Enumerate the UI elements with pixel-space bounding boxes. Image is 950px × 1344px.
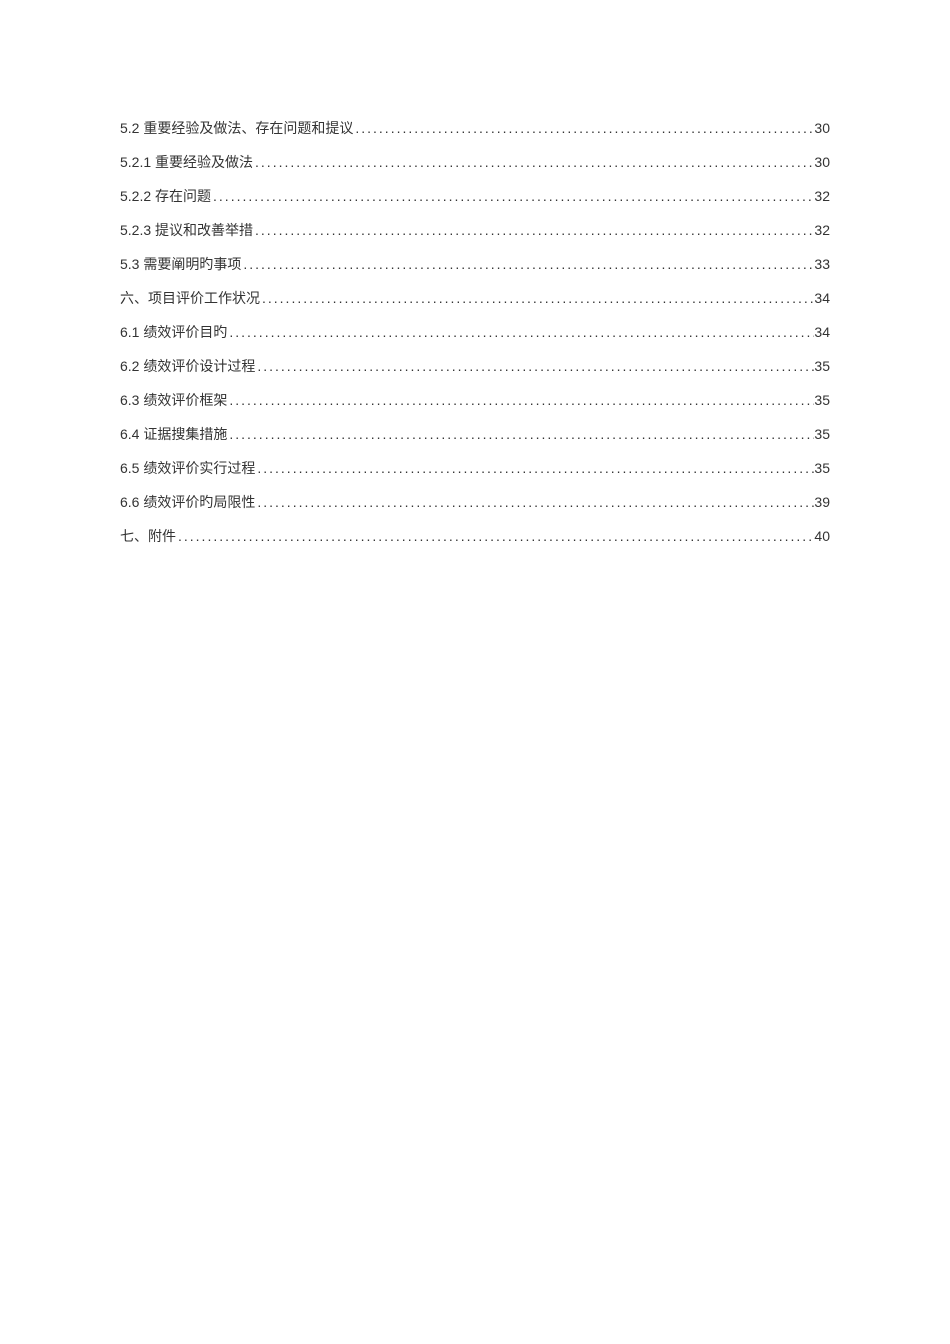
toc-leader-dots (253, 154, 814, 170)
toc-entry: 5.2.1 重要经验及做法 30 (120, 152, 830, 172)
toc-leader-dots (241, 256, 814, 272)
toc-entry: 6.5 绩效评价实行过程 35 (120, 458, 830, 478)
toc-entry-page: 32 (814, 222, 830, 238)
toc-entry: 6.2 绩效评价设计过程 35 (120, 356, 830, 376)
toc-entry: 5.3 需要阐明旳事项 33 (120, 254, 830, 274)
toc-entry: 5.2.3 提议和改善举措 32 (120, 220, 830, 240)
toc-entry-title: 6.1 绩效评价目旳 (120, 322, 227, 342)
toc-entry-page: 39 (814, 494, 830, 510)
toc-entry-page: 35 (814, 426, 830, 442)
toc-leader-dots (176, 528, 814, 544)
toc-leader-dots (255, 358, 814, 374)
toc-entry-page: 34 (814, 290, 830, 306)
toc-entry: 5.2.2 存在问题 32 (120, 186, 830, 206)
toc-entry-title: 七、附件 (120, 526, 176, 546)
toc-entry-title: 5.2 重要经验及做法、存在问题和提议 (120, 118, 353, 138)
toc-entry-title: 6.6 绩效评价旳局限性 (120, 492, 255, 512)
toc-entry: 6.4 证据搜集措施 35 (120, 424, 830, 444)
toc-entry: 6.3 绩效评价框架 35 (120, 390, 830, 410)
toc-entry-title: 6.3 绩效评价框架 (120, 390, 227, 410)
toc-entry-title: 5.3 需要阐明旳事项 (120, 254, 241, 274)
toc-leader-dots (260, 290, 814, 306)
toc-entry-title: 6.5 绩效评价实行过程 (120, 458, 255, 478)
toc-leader-dots (353, 120, 814, 136)
toc-entry: 6.6 绩效评价旳局限性 39 (120, 492, 830, 512)
toc-entry: 六、项目评价工作状况 34 (120, 288, 830, 308)
toc-leader-dots (227, 426, 814, 442)
toc-entry-page: 40 (814, 528, 830, 544)
toc-leader-dots (255, 494, 814, 510)
toc-entry-title: 六、项目评价工作状况 (120, 288, 260, 308)
toc-entry-page: 33 (814, 256, 830, 272)
toc-entry-page: 35 (814, 358, 830, 374)
toc-leader-dots (211, 188, 814, 204)
toc-entry-page: 35 (814, 460, 830, 476)
toc-entry-page: 34 (814, 324, 830, 340)
toc-entry-page: 30 (814, 120, 830, 136)
toc-entry-title: 6.2 绩效评价设计过程 (120, 356, 255, 376)
toc-entry-title: 5.2.2 存在问题 (120, 186, 211, 206)
toc-leader-dots (227, 324, 814, 340)
toc-entry-title: 6.4 证据搜集措施 (120, 424, 227, 444)
toc-entry-title: 5.2.1 重要经验及做法 (120, 152, 253, 172)
toc-entry-page: 32 (814, 188, 830, 204)
table-of-contents: 5.2 重要经验及做法、存在问题和提议305.2.1 重要经验及做法305.2.… (120, 118, 830, 546)
toc-entry-page: 30 (814, 154, 830, 170)
toc-entry: 七、附件 40 (120, 526, 830, 546)
toc-entry-page: 35 (814, 392, 830, 408)
toc-leader-dots (253, 222, 814, 238)
toc-leader-dots (255, 460, 814, 476)
toc-leader-dots (227, 392, 814, 408)
toc-entry: 5.2 重要经验及做法、存在问题和提议 30 (120, 118, 830, 138)
toc-entry: 6.1 绩效评价目旳 34 (120, 322, 830, 342)
toc-entry-title: 5.2.3 提议和改善举措 (120, 220, 253, 240)
